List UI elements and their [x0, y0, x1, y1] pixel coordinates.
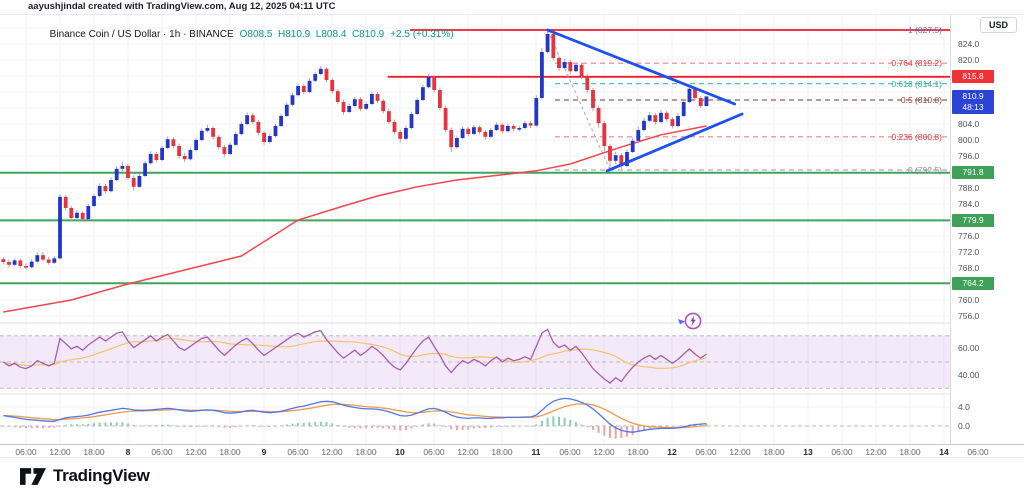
time-axis-day-label: 8 — [125, 447, 131, 457]
time-axis-label: 06:00 — [151, 447, 173, 457]
time-axis-label: 12:00 — [185, 447, 207, 457]
price-tick-label: 756.0 — [958, 310, 980, 321]
time-axis-label: 06:00 — [695, 447, 717, 457]
legend-ohlc-values: O808.5 H810.9 L808.4 C810.9 — [239, 29, 385, 40]
support-price-badge: 764.2 — [952, 276, 994, 290]
time-axis-label: 12:00 — [865, 447, 887, 457]
fib-level-label: 0.764 (819.2) — [891, 58, 942, 69]
fib-level-label: 0.5 (810.0) — [900, 95, 942, 105]
price-tick-label: 784.0 — [958, 198, 980, 209]
time-axis-label: 06:00 — [287, 447, 309, 457]
time-axis-label: 18:00 — [219, 447, 241, 457]
time-axis[interactable]: 06:00 12:00 18:00 8 06:00 12:00 18:00 9 06:00 12:… — [0, 444, 1024, 459]
time-axis-label: 18:00 — [763, 447, 785, 457]
price-tick-label: 796.0 — [958, 150, 980, 161]
price-scale[interactable]: USD 824.0 820.0 804.0 800.0 796.0 788.0 784.0 7… — [950, 15, 1024, 458]
support-price-badge: 779.9 — [952, 213, 994, 227]
price-tick-label: 776.0 — [958, 230, 980, 241]
time-axis-day-label: 11 — [531, 447, 541, 457]
time-axis-label: 06:00 — [967, 447, 989, 457]
tradingview-logo-mark — [20, 467, 46, 485]
time-axis-label: 06:00 — [559, 447, 581, 457]
time-axis-day-label: 9 — [261, 447, 267, 457]
time-axis-label: 18:00 — [899, 447, 921, 457]
legend-change-value: +2.5 (+0.31%) — [390, 29, 454, 40]
time-axis-label: 06:00 — [15, 447, 37, 457]
price-tick-label: 800.0 — [958, 134, 980, 145]
time-axis-label: 18:00 — [491, 447, 513, 457]
price-tick-label: 760.0 — [958, 294, 980, 305]
time-axis-day-label: 12 — [667, 447, 677, 457]
chart-frame: Binance Coin / US Dollar · 1h · BINANCE O… — [0, 14, 1024, 459]
price-tick-label: 768.0 — [958, 262, 980, 273]
price-tick-label: 788.0 — [958, 182, 980, 193]
macd-tick-label: 4.0 — [958, 401, 970, 412]
main-chart-canvas[interactable] — [0, 15, 950, 444]
tradingview-logo[interactable]: TradingView — [20, 466, 150, 486]
fib-level-label: 0 (792.5) — [907, 165, 942, 175]
resistance-price-badge: 815.8 — [952, 70, 994, 84]
legend-symbol-title[interactable]: Binance Coin / US Dollar — [49, 29, 161, 40]
time-axis-label: 12:00 — [49, 447, 71, 457]
tradingview-brand-text: TradingView — [53, 466, 150, 485]
attribution-text: aayushjindal created with TradingView.co… — [28, 1, 336, 12]
time-axis-label: 18:00 — [83, 447, 105, 457]
time-axis-label: 12:00 — [457, 447, 479, 457]
time-axis-label: 06:00 — [423, 447, 445, 457]
price-tick-label: 772.0 — [958, 246, 980, 257]
last-price-value: 810.9 — [962, 90, 984, 101]
price-tick-label: 824.0 — [958, 38, 980, 49]
support-price-badge: 791.8 — [952, 166, 994, 180]
fib-level-label: 0.618 (814.1) — [891, 78, 942, 89]
price-tick-label: 820.0 — [958, 54, 980, 65]
footer-bar: TradingView — [0, 457, 1024, 493]
time-axis-label: 12:00 — [729, 447, 751, 457]
time-axis-day-label: 13 — [803, 447, 813, 457]
time-axis-label: 18:00 — [627, 447, 649, 457]
symbol-legend: Binance Coin / US Dollar · 1h · BINANCE O… — [33, 18, 454, 51]
time-axis-label: 06:00 — [831, 447, 853, 457]
chart-drawing — [0, 15, 950, 444]
time-axis-label: 18:00 — [355, 447, 377, 457]
time-axis-day-label: 10 — [395, 447, 405, 457]
fib-level-label: 0.236 (800.8) — [891, 131, 942, 142]
currency-usd-button[interactable]: USD — [979, 17, 1017, 33]
time-axis-day-label: 14 — [939, 447, 949, 457]
flash-cursor-icon[interactable] — [676, 309, 704, 333]
time-axis-label: 12:00 — [321, 447, 343, 457]
macd-tick-label: 0.0 — [958, 420, 970, 431]
rsi-tick-label: 60.00 — [958, 343, 980, 354]
rsi-tick-label: 40.00 — [958, 369, 980, 380]
fib-level-label: 1 (827.5) — [907, 25, 942, 35]
time-axis-label: 12:00 — [593, 447, 615, 457]
legend-meta: · 1h · BINANCE — [160, 29, 234, 40]
price-tick-label: 804.0 — [958, 118, 980, 129]
last-price-badge: 810.9 48:13 — [952, 89, 994, 114]
bar-countdown: 48:13 — [962, 101, 984, 112]
